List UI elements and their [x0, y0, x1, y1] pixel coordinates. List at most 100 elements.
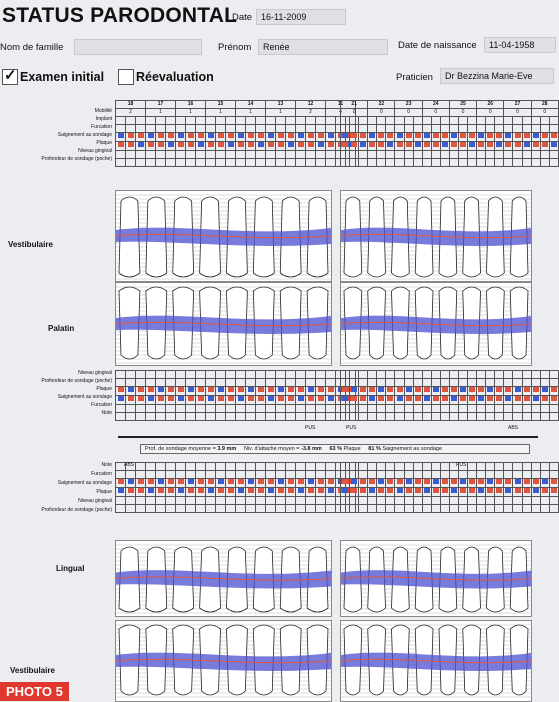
grid-cell[interactable] — [275, 412, 286, 421]
grid-cell[interactable] — [385, 132, 396, 142]
grid-cell[interactable] — [412, 412, 423, 421]
grid-cell[interactable] — [285, 378, 296, 387]
grid-cell[interactable] — [412, 124, 423, 133]
grid-cell[interactable] — [235, 386, 246, 396]
mobility-cell[interactable]: 1 — [205, 108, 236, 117]
grid-cell[interactable] — [325, 478, 336, 488]
grid-cell[interactable] — [394, 150, 405, 159]
praticien-field[interactable]: Dr Bezzina Marie-Eve — [440, 68, 554, 84]
grid-cell[interactable] — [135, 470, 146, 479]
grid-cell[interactable] — [155, 124, 166, 133]
grid-cell[interactable] — [403, 158, 414, 167]
grid-cell[interactable] — [135, 386, 146, 396]
grid-cell[interactable] — [485, 496, 496, 505]
grid-cell[interactable] — [548, 378, 559, 387]
grid-cell[interactable] — [265, 487, 276, 497]
grid-cell[interactable] — [376, 412, 387, 421]
grid-cell[interactable] — [512, 412, 523, 421]
mobility-cell[interactable]: 0 — [367, 108, 396, 117]
grid-cell[interactable] — [275, 496, 286, 505]
grid-cell[interactable] — [165, 478, 176, 488]
grid-cell[interactable] — [349, 370, 360, 379]
grid-cell[interactable] — [421, 496, 432, 505]
grid-cell[interactable] — [285, 487, 296, 497]
grid-cell[interactable] — [358, 395, 369, 405]
grid-cell[interactable] — [195, 404, 206, 413]
grid-cell[interactable] — [315, 378, 326, 387]
grid-cell[interactable] — [521, 395, 532, 405]
grid-cell[interactable] — [275, 386, 286, 396]
nom-field[interactable] — [74, 39, 202, 55]
grid-cell[interactable] — [145, 141, 156, 151]
grid-cell[interactable] — [385, 141, 396, 151]
grid-cell[interactable] — [439, 124, 450, 133]
grid-cell[interactable] — [430, 395, 441, 405]
grid-cell[interactable] — [135, 158, 146, 167]
grid-cell[interactable] — [135, 478, 146, 488]
grid-cell[interactable] — [539, 395, 550, 405]
grid-cell[interactable] — [235, 116, 246, 125]
grid-cell[interactable] — [325, 124, 336, 133]
grid-cell[interactable] — [421, 504, 432, 513]
grid-cell[interactable] — [145, 395, 156, 405]
grid-cell[interactable] — [467, 496, 478, 505]
grid-cell[interactable] — [339, 412, 351, 421]
grid-cell[interactable] — [385, 378, 396, 387]
grid-cell[interactable] — [145, 478, 156, 488]
grid-cell[interactable] — [476, 395, 487, 405]
grid-cell[interactable] — [412, 116, 423, 125]
grid-cell[interactable] — [512, 378, 523, 387]
grid-cell[interactable] — [165, 141, 176, 151]
grid-cell[interactable] — [175, 124, 186, 133]
grid-cell[interactable] — [115, 487, 126, 497]
grid-cell[interactable] — [349, 124, 360, 133]
grid-cell[interactable] — [539, 404, 550, 413]
grid-cell[interactable] — [439, 496, 450, 505]
grid-cell[interactable] — [421, 412, 432, 421]
grid-cell[interactable] — [205, 158, 216, 167]
grid-cell[interactable] — [458, 470, 469, 479]
grid-cell[interactable] — [430, 150, 441, 159]
grid-cell[interactable] — [403, 370, 414, 379]
grid-cell[interactable] — [476, 116, 487, 125]
grid-cell[interactable] — [325, 462, 336, 471]
grid-cell[interactable] — [235, 132, 246, 142]
grid-cell[interactable] — [349, 395, 360, 405]
grid-cell[interactable] — [439, 370, 450, 379]
grid-cell[interactable] — [285, 395, 296, 405]
grid-cell[interactable] — [503, 158, 514, 167]
grid-cell[interactable] — [175, 496, 186, 505]
grid-cell[interactable] — [295, 470, 306, 479]
grid-cell[interactable] — [476, 386, 487, 396]
grid-cell[interactable] — [530, 132, 541, 142]
grid-cell[interactable] — [285, 124, 296, 133]
grid-cell[interactable] — [225, 124, 236, 133]
grid-cell[interactable] — [494, 158, 505, 167]
grid-cell[interactable] — [225, 386, 236, 396]
grid-cell[interactable] — [485, 395, 496, 405]
grid-cell[interactable] — [115, 412, 126, 421]
grid-cell[interactable] — [135, 487, 146, 497]
grid-cell[interactable] — [485, 116, 496, 125]
grid-cell[interactable] — [539, 504, 550, 513]
grid-cell[interactable] — [295, 478, 306, 488]
grid-cell[interactable] — [458, 378, 469, 387]
grid-cell[interactable] — [145, 470, 156, 479]
grid-cell[interactable] — [265, 370, 276, 379]
grid-cell[interactable] — [315, 470, 326, 479]
grid-cell[interactable] — [115, 478, 126, 488]
grid-cell[interactable] — [485, 132, 496, 142]
grid-cell[interactable] — [195, 132, 206, 142]
grid-cell[interactable] — [539, 412, 550, 421]
grid-cell[interactable] — [145, 496, 156, 505]
grid-cell[interactable] — [349, 158, 360, 167]
grid-cell[interactable] — [448, 370, 460, 379]
grid-cell[interactable] — [325, 404, 336, 413]
grid-cell[interactable] — [145, 404, 156, 413]
mobility-cell[interactable]: 1 — [265, 108, 296, 117]
grid-cell[interactable] — [394, 386, 405, 396]
grid-cell[interactable] — [385, 504, 396, 513]
grid-cell[interactable] — [255, 141, 266, 151]
grid-cell[interactable] — [358, 412, 369, 421]
grid-cell[interactable] — [315, 487, 326, 497]
